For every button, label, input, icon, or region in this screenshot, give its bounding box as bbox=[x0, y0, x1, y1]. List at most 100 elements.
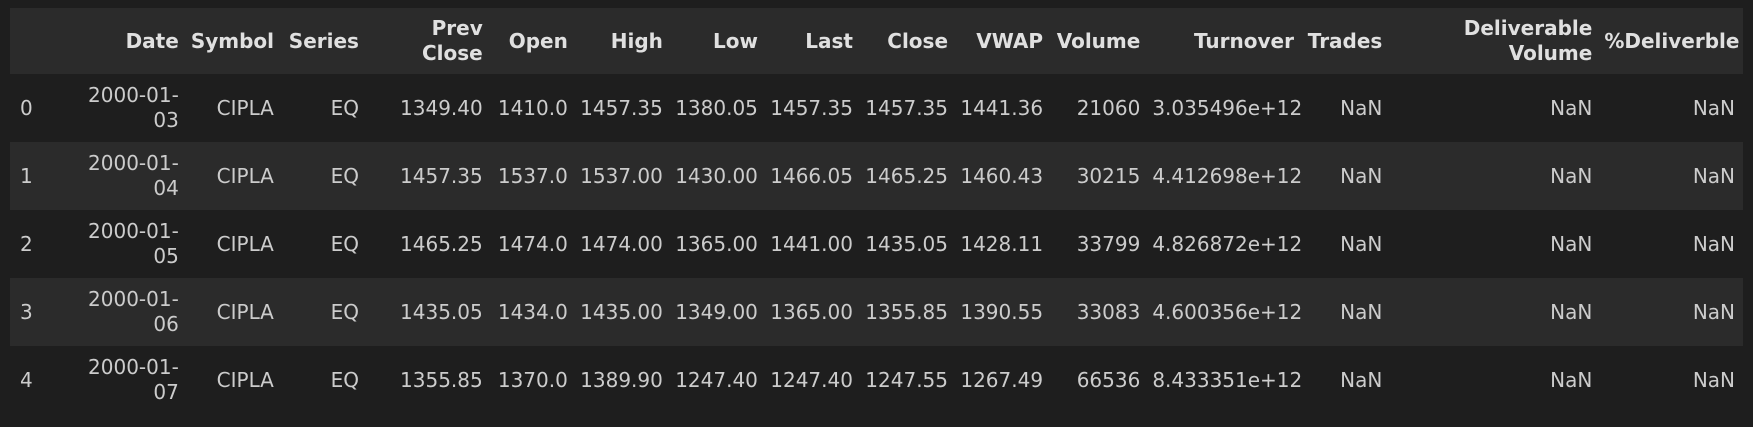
table-cell: NaN bbox=[1550, 231, 1593, 256]
table-cell: NaN bbox=[1340, 367, 1383, 392]
table-cell: 1474.0 bbox=[497, 231, 568, 256]
table-cell: 1430.00 bbox=[675, 163, 758, 188]
table-cell: 1380.05 bbox=[675, 95, 758, 120]
column-header: Turnover bbox=[1193, 28, 1294, 53]
table-cell: NaN bbox=[1692, 163, 1735, 188]
table-cell: 1390.55 bbox=[960, 299, 1044, 324]
table-cell: 30215 bbox=[1076, 163, 1141, 188]
table-cell: 4.412698e+12 bbox=[1152, 163, 1302, 188]
table-cell: 1465.25 bbox=[865, 163, 949, 188]
table-cell: NaN bbox=[1692, 299, 1735, 324]
table-row: 3 2000-01-06 CIPLA EQ 1435.05 1434.0 1435.00 13… bbox=[10, 278, 1743, 346]
table-row: 2 2000-01-05 CIPLA EQ 1465.25 1474.0 1474.00 13… bbox=[10, 210, 1743, 278]
dataframe-table: Date Symbol Series Prev Close Open High Low Las… bbox=[10, 8, 1743, 414]
table-cell: 2000-01-07 bbox=[88, 355, 179, 404]
table-cell: 1465.25 bbox=[400, 231, 483, 256]
table-cell: 1247.40 bbox=[675, 367, 758, 392]
table-cell: CIPLA bbox=[216, 299, 274, 324]
row-index: 3 bbox=[20, 299, 33, 324]
column-header: Trades bbox=[1307, 28, 1383, 53]
table-cell: 1247.55 bbox=[865, 367, 949, 392]
table-cell: 1435.05 bbox=[400, 299, 483, 324]
header-row: Date Symbol Series Prev Close Open High Low Las… bbox=[10, 8, 1743, 74]
column-header: VWAP bbox=[976, 28, 1044, 53]
table-cell: NaN bbox=[1340, 299, 1383, 324]
table-cell: EQ bbox=[330, 163, 359, 188]
table-cell: 2000-01-04 bbox=[88, 151, 179, 200]
table-cell: 1457.35 bbox=[400, 163, 483, 188]
table-cell: 2000-01-03 bbox=[88, 83, 179, 132]
table-row: 1 2000-01-04 CIPLA EQ 1457.35 1537.0 1537.00 14… bbox=[10, 142, 1743, 210]
table-cell: EQ bbox=[330, 299, 359, 324]
table-cell: 1457.35 bbox=[770, 95, 853, 120]
column-header: Low bbox=[712, 28, 758, 53]
table-cell: 1435.05 bbox=[865, 231, 949, 256]
table-cell: NaN bbox=[1550, 163, 1593, 188]
table-cell: 1410.0 bbox=[497, 95, 568, 120]
table-cell: NaN bbox=[1550, 367, 1593, 392]
table-cell: 1466.05 bbox=[770, 163, 853, 188]
table-cell: NaN bbox=[1340, 163, 1383, 188]
table-cell: 1355.85 bbox=[865, 299, 949, 324]
column-header: Last bbox=[805, 28, 853, 53]
table-cell: 33083 bbox=[1076, 299, 1141, 324]
row-index: 2 bbox=[20, 231, 33, 256]
table-cell: 33799 bbox=[1076, 231, 1141, 256]
table-cell: 1365.00 bbox=[675, 231, 758, 256]
table-cell: NaN bbox=[1550, 299, 1593, 324]
column-header: Close bbox=[887, 28, 949, 53]
table-cell: 1434.0 bbox=[497, 299, 568, 324]
table-cell: 1537.0 bbox=[497, 163, 568, 188]
table-cell: NaN bbox=[1692, 231, 1735, 256]
row-index: 1 bbox=[20, 163, 33, 188]
row-index: 0 bbox=[20, 95, 33, 120]
column-header: Volume bbox=[1056, 28, 1141, 53]
table-cell: 1441.36 bbox=[960, 95, 1044, 120]
table-cell: 1370.0 bbox=[497, 367, 568, 392]
column-header: Date bbox=[125, 28, 179, 53]
column-header: Symbol bbox=[190, 28, 275, 53]
table-cell: 4.600356e+12 bbox=[1152, 299, 1302, 324]
table-cell: 1389.90 bbox=[580, 367, 663, 392]
column-header: %Deliverble bbox=[1604, 28, 1740, 53]
table-cell: 1349.00 bbox=[675, 299, 758, 324]
table-cell: 1365.00 bbox=[770, 299, 853, 324]
table-cell: 2000-01-06 bbox=[88, 287, 179, 336]
column-header: Open bbox=[508, 28, 568, 53]
table-cell: CIPLA bbox=[216, 367, 274, 392]
table-cell: 1537.00 bbox=[580, 163, 663, 188]
table-cell: 66536 bbox=[1076, 367, 1141, 392]
table-cell: CIPLA bbox=[216, 163, 274, 188]
table-cell: 1457.35 bbox=[580, 95, 663, 120]
table-cell: 1435.00 bbox=[580, 299, 663, 324]
table-cell: EQ bbox=[330, 231, 359, 256]
table-cell: CIPLA bbox=[216, 95, 274, 120]
table-cell: 1457.35 bbox=[865, 95, 949, 120]
table-cell: NaN bbox=[1340, 231, 1383, 256]
table-cell: 4.826872e+12 bbox=[1152, 231, 1302, 256]
table-cell: 3.035496e+12 bbox=[1152, 95, 1302, 120]
table-cell: NaN bbox=[1340, 95, 1383, 120]
table-cell: 8.433351e+12 bbox=[1152, 367, 1302, 392]
table-cell: 2000-01-05 bbox=[88, 219, 179, 268]
table-cell: 1267.49 bbox=[960, 367, 1044, 392]
table-cell: 1247.40 bbox=[770, 367, 853, 392]
table-cell: EQ bbox=[330, 95, 359, 120]
column-header: Deliverable Volume bbox=[1463, 16, 1593, 65]
table-row: 0 2000-01-03 CIPLA EQ 1349.40 1410.0 1457.35 13… bbox=[10, 74, 1743, 142]
column-header: High bbox=[610, 28, 663, 53]
table-cell: 1349.40 bbox=[400, 95, 483, 120]
column-header: Series bbox=[288, 28, 359, 53]
column-header: Prev Close bbox=[421, 16, 483, 65]
table-cell: 1441.00 bbox=[770, 231, 853, 256]
table-cell: 21060 bbox=[1076, 95, 1141, 120]
dataframe-output: Date Symbol Series Prev Close Open High Low Las… bbox=[10, 8, 1743, 414]
table-row: 4 2000-01-07 CIPLA EQ 1355.85 1370.0 1389.90 12… bbox=[10, 346, 1743, 414]
table-cell: 1460.43 bbox=[960, 163, 1044, 188]
table-cell: NaN bbox=[1692, 95, 1735, 120]
table-cell: CIPLA bbox=[216, 231, 274, 256]
table-cell: NaN bbox=[1550, 95, 1593, 120]
row-index: 4 bbox=[20, 367, 33, 392]
table-cell: 1355.85 bbox=[400, 367, 483, 392]
table-cell: NaN bbox=[1692, 367, 1735, 392]
